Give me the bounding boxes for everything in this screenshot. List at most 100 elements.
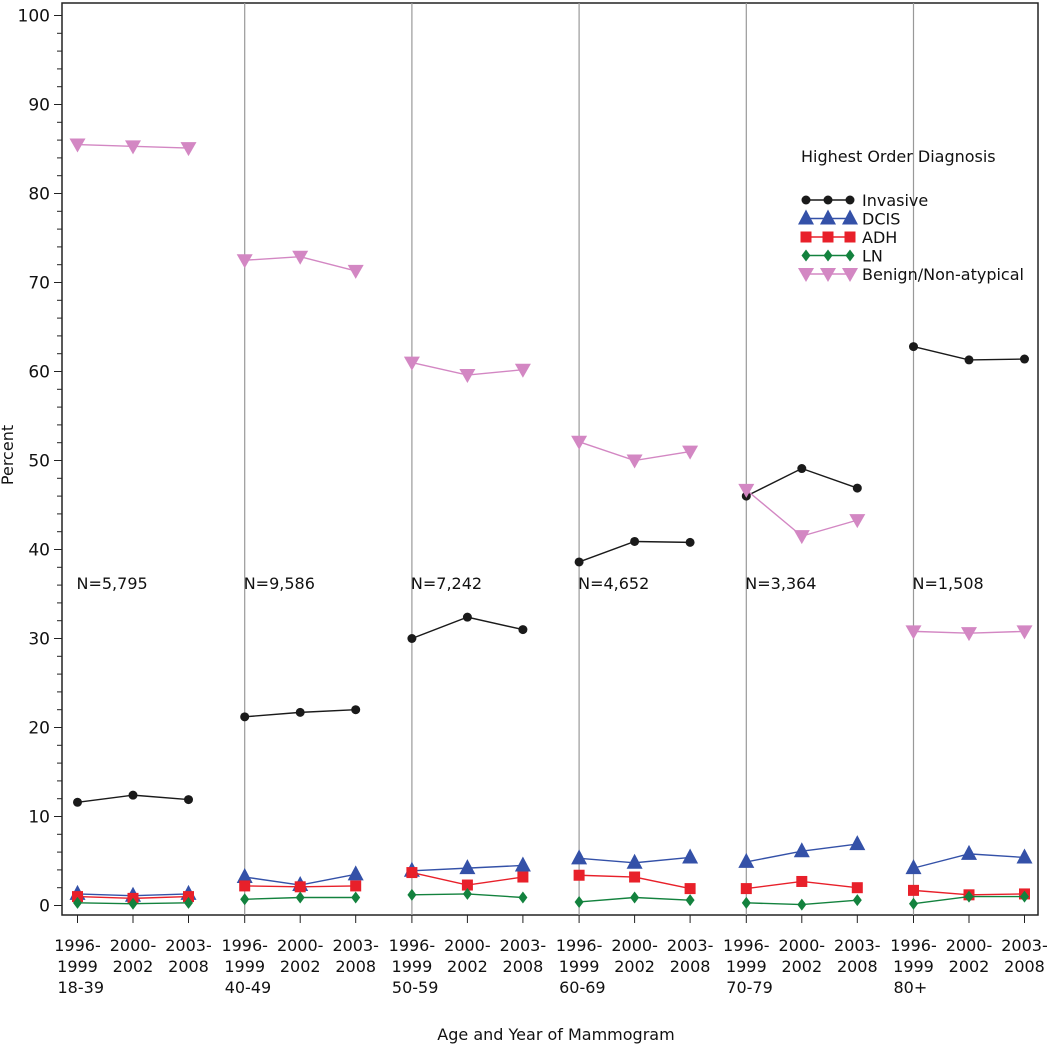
data-point-ln (909, 897, 918, 910)
group-n-label: N=7,242 (411, 574, 482, 593)
data-point-benign-non-atypical (236, 254, 253, 269)
legend-marker-benign-non-atypical (820, 268, 836, 282)
x-tick-label-end: 2002 (781, 957, 822, 976)
y-axis-label: Percent (0, 425, 17, 485)
x-tick-label-end: 1999 (726, 957, 767, 976)
data-point-invasive (462, 612, 472, 622)
data-point-adh (796, 875, 808, 887)
data-point-benign-non-atypical (459, 369, 476, 384)
data-point-adh (350, 880, 362, 892)
data-point-ln (964, 890, 974, 903)
data-point-ln (797, 898, 807, 911)
x-tick-label-start: 2000- (444, 936, 491, 955)
legend-marker-ln (823, 249, 833, 262)
x-tick-label-start: 2000- (110, 936, 157, 955)
data-point-benign-non-atypical (514, 363, 531, 378)
legend-marker-adh (822, 231, 834, 243)
data-point-dcis (571, 849, 588, 865)
x-tick-label-start: 2000- (611, 936, 658, 955)
x-tick-label-start: 2000- (277, 936, 324, 955)
data-point-adh (183, 891, 194, 903)
y-tick-label: 60 (28, 363, 50, 383)
x-tick-label-start: 2003- (834, 936, 881, 955)
x-tick-label-end: 2008 (837, 957, 878, 976)
data-point-dcis (738, 852, 755, 868)
legend-label-adh: ADH (862, 228, 897, 247)
x-tick-label-start: 1996- (221, 936, 268, 955)
data-point-invasive (73, 797, 82, 807)
age-group-label: 80+ (894, 978, 928, 997)
data-point-dcis (514, 856, 531, 872)
data-point-ln (462, 887, 472, 900)
data-point-adh (684, 883, 696, 895)
legend-marker-benign-non-atypical (798, 268, 814, 282)
x-tick-label-start: 2000- (946, 936, 993, 955)
y-tick-label: 20 (28, 719, 50, 739)
data-point-adh (573, 869, 585, 881)
data-point-adh (294, 881, 306, 893)
y-tick-label: 0 (39, 897, 50, 917)
age-group-label: 50-59 (392, 978, 439, 997)
legend-marker-adh (800, 231, 812, 243)
data-point-ln (73, 896, 82, 909)
group-n-label: N=4,652 (578, 574, 649, 593)
y-tick-label: 80 (28, 185, 50, 205)
data-point-benign-non-atypical (1016, 625, 1033, 640)
data-point-benign-non-atypical (793, 530, 810, 545)
group-n-label: N=5,795 (77, 574, 148, 593)
age-group-label: 40-49 (225, 978, 272, 997)
data-point-invasive (909, 342, 918, 352)
data-point-dcis (236, 868, 253, 884)
x-tick-label-end: 2002 (113, 957, 154, 976)
data-point-ln (351, 891, 361, 904)
age-group-label: 70-79 (726, 978, 773, 997)
data-point-adh (72, 891, 83, 903)
x-tick-label-end: 2008 (168, 957, 209, 976)
data-point-adh (740, 883, 752, 895)
data-point-ln (574, 895, 584, 908)
x-tick-label-end: 2002 (447, 957, 488, 976)
data-point-dcis (347, 865, 364, 881)
data-point-benign-non-atypical (905, 625, 922, 640)
data-point-adh (629, 871, 641, 883)
group-n-label: N=9,586 (244, 574, 315, 593)
x-tick-label-start: 2003- (1001, 936, 1048, 955)
data-point-benign-non-atypical (738, 483, 755, 498)
x-tick-label-end: 2002 (614, 957, 655, 976)
data-point-dcis (961, 844, 977, 860)
x-tick-label-start: 2003- (667, 936, 714, 955)
legend-marker-invasive (845, 195, 855, 205)
y-tick-label: 40 (28, 541, 50, 561)
legend-label-dcis: DCIS (862, 210, 900, 229)
data-point-dcis (905, 859, 922, 875)
x-tick-label-start: 2003- (500, 936, 547, 955)
data-point-benign-non-atypical (682, 445, 699, 460)
data-point-benign-non-atypical (180, 142, 197, 157)
data-point-benign-non-atypical (403, 356, 420, 371)
plot-frame (61, 2, 1039, 916)
data-point-ln (630, 891, 640, 904)
data-point-invasive (407, 634, 417, 643)
data-point-ln (295, 891, 305, 904)
y-tick-label: 90 (28, 96, 50, 116)
data-point-invasive (240, 712, 250, 722)
data-point-dcis (849, 835, 866, 851)
age-group-label: 18-39 (58, 978, 105, 997)
x-tick-label-start: 2003- (165, 936, 212, 955)
y-tick-label: 100 (18, 7, 50, 27)
x-tick-label-end: 2002 (280, 957, 321, 976)
age-group-label: 60-69 (559, 978, 606, 997)
x-tick-label-start: 2003- (332, 936, 379, 955)
data-point-invasive (1020, 354, 1029, 364)
data-point-adh (851, 882, 863, 894)
y-tick-label: 10 (28, 808, 50, 828)
data-point-benign-non-atypical (626, 454, 643, 469)
x-tick-label-end: 1999 (893, 957, 934, 976)
data-point-ln (685, 894, 695, 907)
data-point-invasive (351, 705, 361, 715)
data-point-invasive (295, 707, 305, 717)
x-tick-label-start: 1996- (556, 936, 603, 955)
legend-marker-invasive (801, 195, 811, 205)
x-tick-label-end: 2008 (335, 957, 376, 976)
